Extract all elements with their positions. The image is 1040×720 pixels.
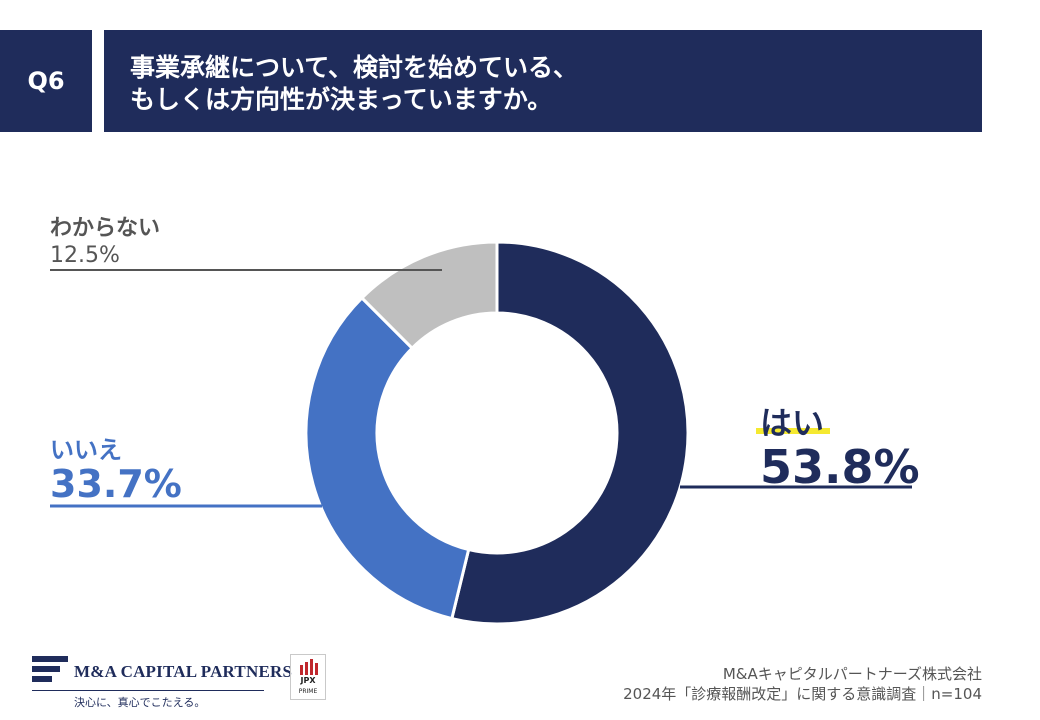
logo-tagline: 決心に、真心でこたえる。	[74, 696, 206, 709]
question-title-line-1: 事業承継について、検討を始めている、	[130, 53, 579, 82]
footer-survey: 2024年「診療報酬改定」に関する意識調査｜n=104	[623, 685, 982, 703]
label-iie-value: 33.7%	[50, 462, 182, 506]
footer-company: M&Aキャピタルパートナーズ株式会社	[722, 665, 982, 683]
label-hai-value: 53.8%	[760, 440, 920, 494]
label-iie-name: いいえ	[50, 436, 122, 464]
question-title-banner: 事業承継について、検討を始めている、 もしくは方向性が決まっていますか。	[104, 30, 982, 132]
slice-hai	[450, 240, 690, 626]
jpx-prime-badge: JPX PRIME	[290, 654, 326, 700]
label-hai-name: はい	[760, 404, 825, 442]
label-wakaranai-name: わからない	[50, 216, 161, 241]
label-hai: はい	[756, 398, 830, 444]
jpx-badge-text: JPX	[300, 676, 316, 685]
question-number-badge: Q6	[0, 30, 92, 132]
highlight-underline	[756, 428, 830, 434]
slice-iie	[304, 295, 471, 621]
question-title-line-2: もしくは方向性が決まっていますか。	[130, 85, 553, 114]
logo-mark-icon	[32, 652, 68, 688]
label-wakaranai-value: 12.5%	[50, 243, 120, 268]
company-logo: M&A CAPITAL PARTNERS 決心に、真心でこたえる。	[32, 652, 292, 709]
logo-name: M&A CAPITAL PARTNERS	[74, 662, 293, 681]
jpx-bars-icon	[300, 659, 318, 675]
jpx-badge-subtext: PRIME	[298, 688, 318, 695]
question-number: Q6	[27, 67, 65, 95]
logo-divider	[32, 690, 264, 691]
